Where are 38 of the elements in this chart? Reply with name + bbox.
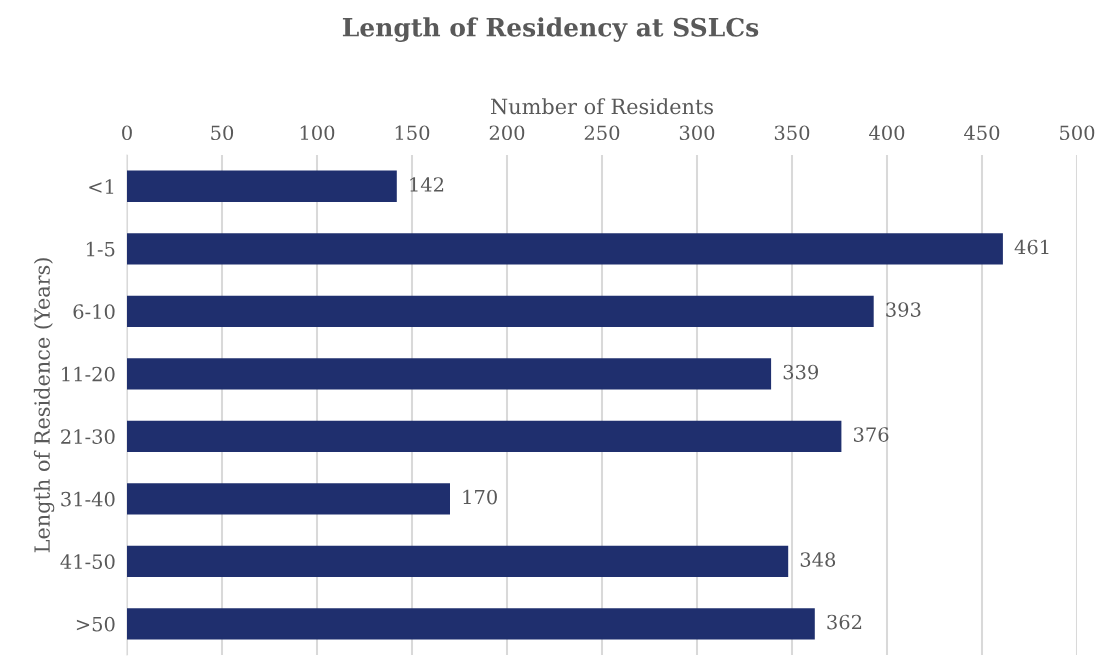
bar xyxy=(127,608,815,640)
x-tick-label: 500 xyxy=(1060,125,1095,141)
bar xyxy=(127,170,397,202)
y-tick-label: 41-50 xyxy=(60,554,115,569)
x-tick-label: 250 xyxy=(584,125,620,141)
x-tick-label: 350 xyxy=(774,125,810,141)
y-tick-label: 1-5 xyxy=(86,241,115,257)
data-label: 339 xyxy=(783,364,819,380)
x-tick-label: 300 xyxy=(679,125,715,141)
x-tick-label: 150 xyxy=(395,125,430,141)
data-label: 362 xyxy=(827,614,862,630)
x-tick-label: 200 xyxy=(489,125,525,141)
data-label: 170 xyxy=(463,489,497,505)
x-tick-label: 50 xyxy=(211,125,234,141)
y-tick-label: 31-40 xyxy=(61,491,115,507)
bar xyxy=(127,295,874,327)
bar xyxy=(127,483,450,515)
data-label: 376 xyxy=(853,427,889,442)
x-tick-label: 450 xyxy=(964,125,1000,141)
y-tick-label: 11-20 xyxy=(62,366,115,382)
data-label: 393 xyxy=(886,302,921,317)
y-tick-label: >50 xyxy=(76,616,115,632)
bar xyxy=(127,358,772,390)
data-label: 348 xyxy=(800,552,836,567)
x-axis-title: Number of Residents xyxy=(491,98,713,115)
x-tick-label: 400 xyxy=(869,125,905,141)
bar xyxy=(127,233,1003,265)
data-label: 461 xyxy=(1014,239,1049,255)
y-tick-label: <1 xyxy=(89,179,114,194)
chart-title: Length of Residency at SSLCs xyxy=(342,17,759,42)
y-tick-label: 21-30 xyxy=(61,429,115,444)
bar xyxy=(127,420,842,452)
y-tick-label: 6-10 xyxy=(73,304,115,319)
bar xyxy=(127,545,789,577)
x-tick-label: 100 xyxy=(300,125,335,141)
data-label: 142 xyxy=(410,177,444,192)
x-tick-label: 0 xyxy=(122,125,132,141)
y-axis-title: Length of Residence (Years) xyxy=(33,258,55,553)
